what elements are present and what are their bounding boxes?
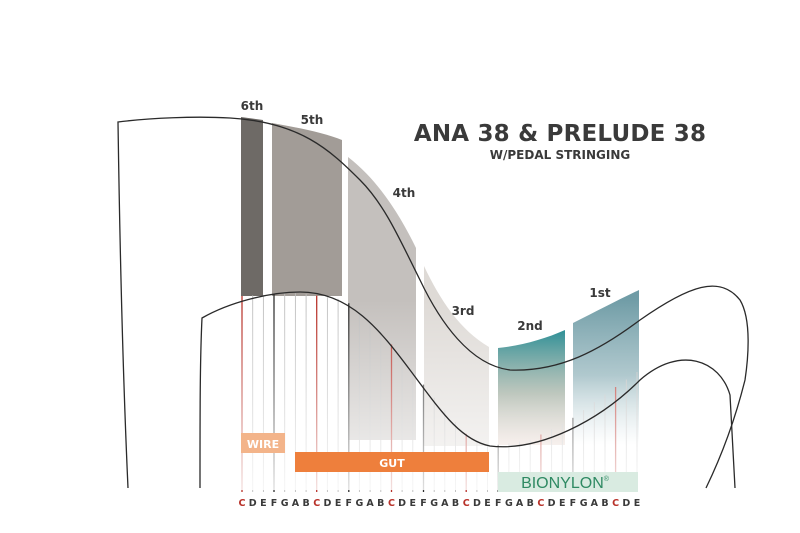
note-letter-9: D — [323, 498, 331, 509]
octave-band-6th — [241, 117, 263, 296]
note-letter-6: A — [292, 498, 300, 509]
note-letter-17: E — [410, 498, 417, 509]
note-letter-36: C — [612, 498, 619, 509]
material-bars: WIRE GUT BIONYLON® — [241, 433, 638, 492]
note-letter-30: D — [548, 498, 556, 509]
octave-label-4th: 4th — [393, 186, 416, 200]
note-letter-1: C — [239, 498, 246, 509]
note-letter-7: B — [302, 498, 309, 509]
note-letter-34: A — [591, 498, 599, 509]
title-sub: W/PEDAL STRINGING — [489, 148, 631, 162]
octave-labels: 6th 5th 4th 3rd 2nd 1st — [241, 99, 611, 333]
bionylon-word: BIONYLON — [521, 475, 604, 492]
note-letter-2: D — [249, 498, 257, 509]
bionylon-registered-mark: ® — [604, 475, 610, 483]
octave-label-3rd: 3rd — [452, 304, 475, 318]
harp-neck-outline — [117, 116, 749, 489]
note-letter-37: D — [622, 498, 630, 509]
note-letter-24: E — [484, 498, 491, 509]
material-label-wire: WIRE — [247, 438, 279, 451]
note-letter-19: G — [430, 498, 438, 509]
note-letter-15: C — [388, 498, 395, 509]
note-letter-35: B — [601, 498, 608, 509]
note-letter-13: A — [366, 498, 374, 509]
material-bar-wire — [241, 433, 285, 453]
note-letter-3: E — [260, 498, 267, 509]
note-letter-11: F — [346, 498, 353, 509]
note-letter-33: G — [580, 498, 588, 509]
octave-label-2nd: 2nd — [517, 319, 542, 333]
octave-label-5th: 5th — [301, 113, 324, 127]
material-label-bionylon: BIONYLON® — [521, 475, 610, 492]
note-letter-23: D — [473, 498, 481, 509]
note-letter-12: G — [355, 498, 363, 509]
note-letter-31: E — [559, 498, 566, 509]
note-letter-28: B — [527, 498, 534, 509]
material-label-gut: GUT — [379, 457, 405, 470]
note-letter-14: B — [377, 498, 384, 509]
note-letter-20: A — [441, 498, 449, 509]
diagram-title: ANA 38 & PRELUDE 38 W/PEDAL STRINGING — [400, 120, 720, 162]
note-letter-32: F — [570, 498, 577, 509]
note-letter-5: G — [281, 498, 289, 509]
octave-band-5th — [272, 123, 342, 296]
note-letter-27: A — [516, 498, 524, 509]
note-letter-18: F — [420, 498, 427, 509]
harp-soundboard-outline — [199, 291, 736, 489]
octave-label-6th: 6th — [241, 99, 264, 113]
note-letter-22: C — [463, 498, 470, 509]
harp-frame — [117, 116, 749, 489]
title-main: ANA 38 & PRELUDE 38 — [413, 121, 707, 147]
note-letter-8: C — [313, 498, 320, 509]
note-letter-26: G — [505, 498, 513, 509]
note-letter-10: E — [335, 498, 342, 509]
note-letter-21: B — [452, 498, 459, 509]
note-letter-29: C — [537, 498, 544, 509]
note-letter-38: E — [634, 498, 641, 509]
material-bar-gut — [295, 452, 489, 472]
note-letter-25: F — [495, 498, 502, 509]
material-bar-bionylon — [498, 472, 638, 492]
note-letter-16: D — [398, 498, 406, 509]
octave-label-1st: 1st — [589, 286, 610, 300]
note-letter-4: F — [271, 498, 278, 509]
